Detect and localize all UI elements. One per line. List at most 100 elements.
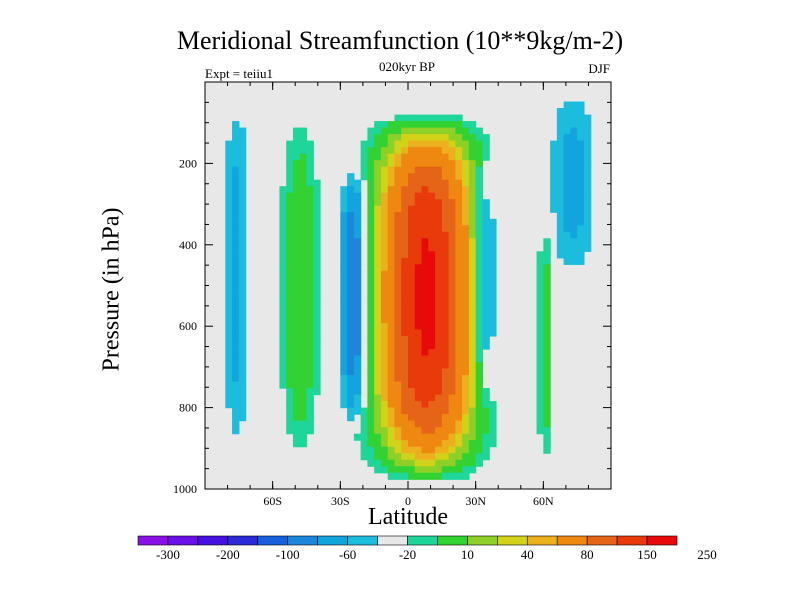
contour-cell	[448, 127, 456, 135]
contour-cell	[279, 303, 287, 311]
contour-cell	[536, 407, 544, 415]
contour-cell	[380, 277, 389, 285]
contour-cell	[340, 277, 348, 285]
contour-cell	[387, 433, 396, 441]
contour-cell	[556, 179, 565, 187]
contour-cell	[238, 264, 247, 272]
contour-cell	[448, 153, 456, 161]
contour-cell	[394, 433, 402, 441]
contour-cell	[577, 108, 585, 116]
contour-cell	[583, 179, 592, 187]
colorbar-label: 150	[637, 547, 657, 562]
contour-cell	[299, 199, 308, 207]
contour-cell	[428, 186, 436, 194]
contour-cell	[489, 231, 497, 239]
contour-cell	[475, 446, 484, 454]
contour-cell	[563, 186, 571, 194]
contour-cell	[441, 446, 450, 454]
contour-cell	[238, 303, 247, 311]
contour-cell	[353, 401, 362, 409]
contour-cell	[441, 264, 450, 272]
contour-cell	[462, 121, 470, 129]
contour-cell	[306, 414, 314, 422]
contour-cell	[563, 257, 571, 265]
contour-cell	[353, 316, 362, 324]
contour-cell	[299, 140, 308, 148]
contour-cell	[489, 309, 497, 318]
contour-cell	[414, 296, 423, 305]
contour-cell	[299, 303, 308, 311]
contour-cell	[448, 414, 456, 422]
contour-cell	[435, 355, 443, 363]
contour-cell	[577, 199, 585, 207]
contour-cell	[448, 264, 456, 272]
contour-cell	[441, 394, 450, 402]
contour-cell	[570, 101, 578, 109]
contour-cell	[394, 290, 402, 298]
contour-cell	[387, 244, 396, 252]
contour-cell	[455, 407, 463, 415]
contour-cell	[421, 316, 429, 324]
contour-cell	[401, 335, 409, 344]
contour-cell	[380, 459, 389, 467]
contour-cell	[563, 205, 571, 213]
contour-cell	[340, 381, 348, 389]
contour-cell	[353, 342, 362, 350]
contour-cell	[577, 173, 585, 181]
contour-cell	[421, 433, 429, 441]
contour-cell	[299, 420, 308, 428]
contour-cell	[367, 231, 375, 239]
contour-cell	[394, 322, 402, 331]
contour-cell	[394, 127, 402, 135]
contour-cell	[292, 303, 301, 311]
contour-cell	[482, 446, 490, 454]
contour-cell	[380, 414, 389, 422]
contour-cell	[374, 316, 382, 324]
contour-cell	[380, 322, 389, 331]
contour-cell	[238, 147, 247, 155]
contour-cell	[353, 335, 362, 344]
contour-cell	[394, 114, 402, 122]
contour-cell	[421, 186, 429, 194]
contour-cell	[441, 335, 450, 344]
contour-cell	[570, 205, 578, 213]
contour-cell	[421, 140, 429, 148]
contour-cell	[583, 212, 592, 220]
contour-cell	[441, 466, 450, 474]
contour-cell	[543, 342, 551, 350]
colorbar-swatch	[467, 535, 498, 546]
contour-cell	[292, 134, 301, 142]
contour-cell	[475, 459, 484, 467]
contour-cell	[441, 459, 450, 467]
contour-cell	[347, 381, 355, 389]
contour-cell	[360, 414, 368, 422]
contour-cell	[279, 316, 287, 324]
contour-cell	[313, 362, 321, 370]
contour-cell	[408, 440, 416, 448]
contour-cell	[455, 375, 463, 383]
contour-cell	[482, 199, 490, 207]
contour-cell	[374, 388, 382, 396]
contour-cell	[577, 231, 585, 239]
contour-cell	[286, 394, 294, 402]
contour-cell	[448, 362, 456, 370]
contour-cell	[367, 147, 375, 155]
contour-cell	[299, 134, 308, 142]
contour-cell	[482, 212, 490, 220]
contour-cell	[279, 264, 287, 272]
contour-cell	[238, 179, 247, 187]
contour-cell	[286, 205, 294, 213]
contour-cell	[482, 394, 490, 402]
contour-cell	[435, 316, 443, 324]
contour-cell	[556, 166, 565, 174]
contour-cell	[313, 212, 321, 220]
contour-cell	[475, 270, 484, 278]
contour-cell	[387, 212, 396, 220]
contour-cell	[306, 368, 314, 376]
contour-cell	[232, 140, 240, 148]
contour-cell	[279, 257, 287, 265]
contour-cell	[468, 134, 477, 142]
contour-cell	[401, 238, 409, 246]
colorbar-swatch	[437, 535, 468, 546]
contour-cell	[563, 160, 571, 168]
